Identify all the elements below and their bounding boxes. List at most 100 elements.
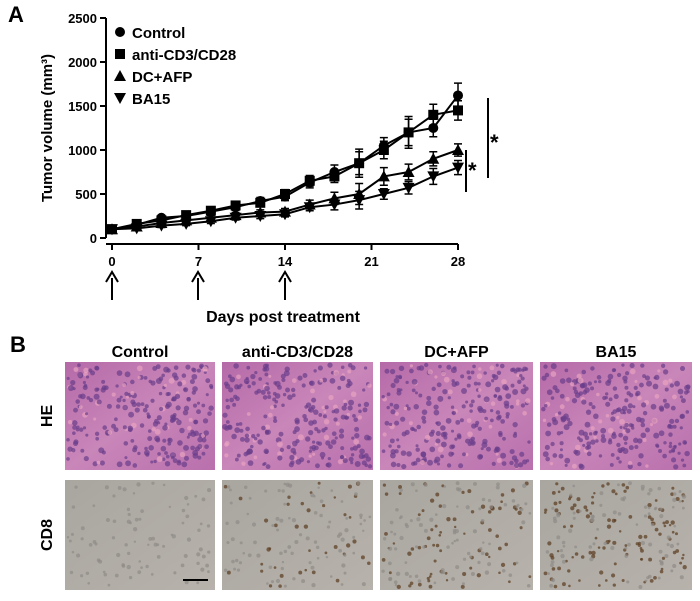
cell [678,490,682,494]
cell [333,369,339,376]
cell [434,375,438,379]
cell [94,431,100,437]
cell [435,492,440,497]
cell [170,533,174,537]
cell [85,412,89,416]
cell [310,388,315,394]
legend-marker [114,93,126,104]
cell [558,500,562,504]
cell [617,483,620,487]
cell [477,382,481,386]
cell [260,569,264,573]
cell [624,422,629,428]
cell [574,545,578,549]
cell [496,482,500,487]
cell [204,444,209,450]
cell [571,463,577,469]
cell [626,408,632,414]
cell [588,545,593,549]
cell [642,438,647,443]
cell [489,408,494,413]
data-point [427,171,440,183]
cell [658,405,664,411]
cell [497,396,503,402]
cell [587,381,592,386]
cell [390,382,396,388]
cell [671,530,675,534]
cell [554,508,559,513]
cell [134,517,139,522]
cell [330,489,334,492]
cell [451,452,455,456]
cell [637,395,642,401]
cell [663,402,670,409]
cell [194,494,198,498]
cell [624,544,628,547]
cell [233,394,238,400]
cell [433,581,437,585]
cell [239,436,245,442]
cell [253,455,258,460]
cell [362,388,366,392]
cell [664,553,669,559]
cell [485,381,492,388]
cell [352,551,356,555]
cell [670,448,676,453]
cell [477,560,481,565]
cell [390,530,393,534]
cell [624,546,628,550]
cell [408,421,413,426]
cell [574,449,581,456]
cell [602,513,607,518]
cell [606,482,610,486]
x-tick-label: 14 [278,254,293,269]
cell [643,514,648,518]
cell [428,584,433,589]
cell [440,454,444,459]
cell [550,363,557,370]
cell [295,439,300,444]
cell [88,542,93,547]
cell [572,484,576,488]
cell [669,441,673,445]
cell [162,425,168,431]
cell [322,503,326,508]
data-point [453,90,463,101]
cell [235,422,240,427]
cell [600,433,606,439]
cell [350,391,357,398]
cell [343,571,347,575]
cell [333,408,340,414]
cell [495,485,500,490]
cell [469,440,476,446]
cell [563,424,570,431]
cell [664,387,669,392]
cell [586,451,592,457]
cell [343,402,348,407]
cell [633,385,638,390]
cell [116,370,123,376]
cell [367,561,371,566]
cell [150,460,154,464]
cell [175,405,181,411]
cell [456,434,462,440]
cell [246,448,253,455]
cell [436,382,442,388]
cell [140,402,145,407]
cell [609,462,614,467]
cell [498,432,503,438]
cell [544,403,548,408]
cell [597,546,601,549]
legend-marker [115,49,125,59]
cell [344,415,349,420]
cell [279,518,284,523]
cell [389,368,396,375]
cell [151,427,156,432]
cell [393,532,397,536]
cell [443,376,450,383]
cell [227,424,233,431]
cell [480,551,485,556]
cell [461,582,465,586]
cell [399,535,404,541]
cell [484,416,488,421]
